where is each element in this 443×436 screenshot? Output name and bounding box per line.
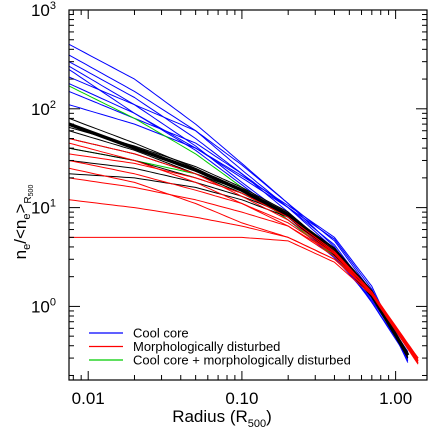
plot-frame bbox=[68, 9, 428, 381]
x-axis-label-main: Radius (R bbox=[172, 407, 248, 426]
y-axis-label: ne/<ne>R500 bbox=[11, 185, 35, 260]
series-line-disturbed-19 bbox=[69, 236, 419, 359]
svg-text:ne/<ne>R500: ne/<ne>R500 bbox=[11, 185, 35, 260]
series-line-other-13 bbox=[69, 130, 409, 353]
series-line-cool-core-1 bbox=[69, 54, 409, 359]
series-line-mean-11 bbox=[69, 122, 410, 357]
series-line-other-12 bbox=[69, 117, 409, 355]
series-line-cool-core-0 bbox=[69, 43, 409, 352]
series-line-cool-core-8 bbox=[69, 104, 409, 363]
y-tick-label: 103 bbox=[31, 0, 56, 20]
y-tick-labels: 100 101 102 103 bbox=[31, 0, 56, 316]
series-line-cool-core-3 bbox=[69, 65, 409, 353]
y-tick-label: 100 bbox=[31, 296, 56, 316]
series-line-cool-core-6 bbox=[69, 90, 409, 362]
series-line-other-17 bbox=[69, 173, 409, 355]
legend-label: Morphologically disturbed bbox=[133, 339, 280, 354]
series-lines bbox=[69, 43, 419, 365]
series-line-cool-core-disturbed-9 bbox=[69, 85, 419, 363]
x-axis-label-close: ) bbox=[266, 407, 272, 426]
x-tick-labels: 0.01 0.10 1.00 bbox=[72, 389, 413, 408]
axis-ticks bbox=[69, 9, 427, 380]
x-axis-label-subscript: 500 bbox=[248, 418, 266, 430]
series-line-disturbed-26 bbox=[69, 167, 419, 363]
y-tick-label: 101 bbox=[31, 198, 56, 218]
x-tick-label: 1.00 bbox=[379, 389, 412, 408]
y-tick-label: 102 bbox=[31, 99, 56, 119]
x-axis-label: Radius (R500) bbox=[172, 407, 272, 430]
x-tick-label: 0.01 bbox=[72, 389, 105, 408]
series-line-cool-core-5 bbox=[69, 83, 409, 359]
legend-label: Cool core bbox=[133, 326, 189, 341]
series-line-disturbed-25 bbox=[69, 153, 419, 360]
x-tick-label: 0.10 bbox=[225, 389, 258, 408]
legend-label: Cool core + morphologically disturbed bbox=[133, 353, 351, 368]
series-line-disturbed-20 bbox=[69, 199, 419, 362]
series-line-cool-core-2 bbox=[69, 61, 409, 356]
